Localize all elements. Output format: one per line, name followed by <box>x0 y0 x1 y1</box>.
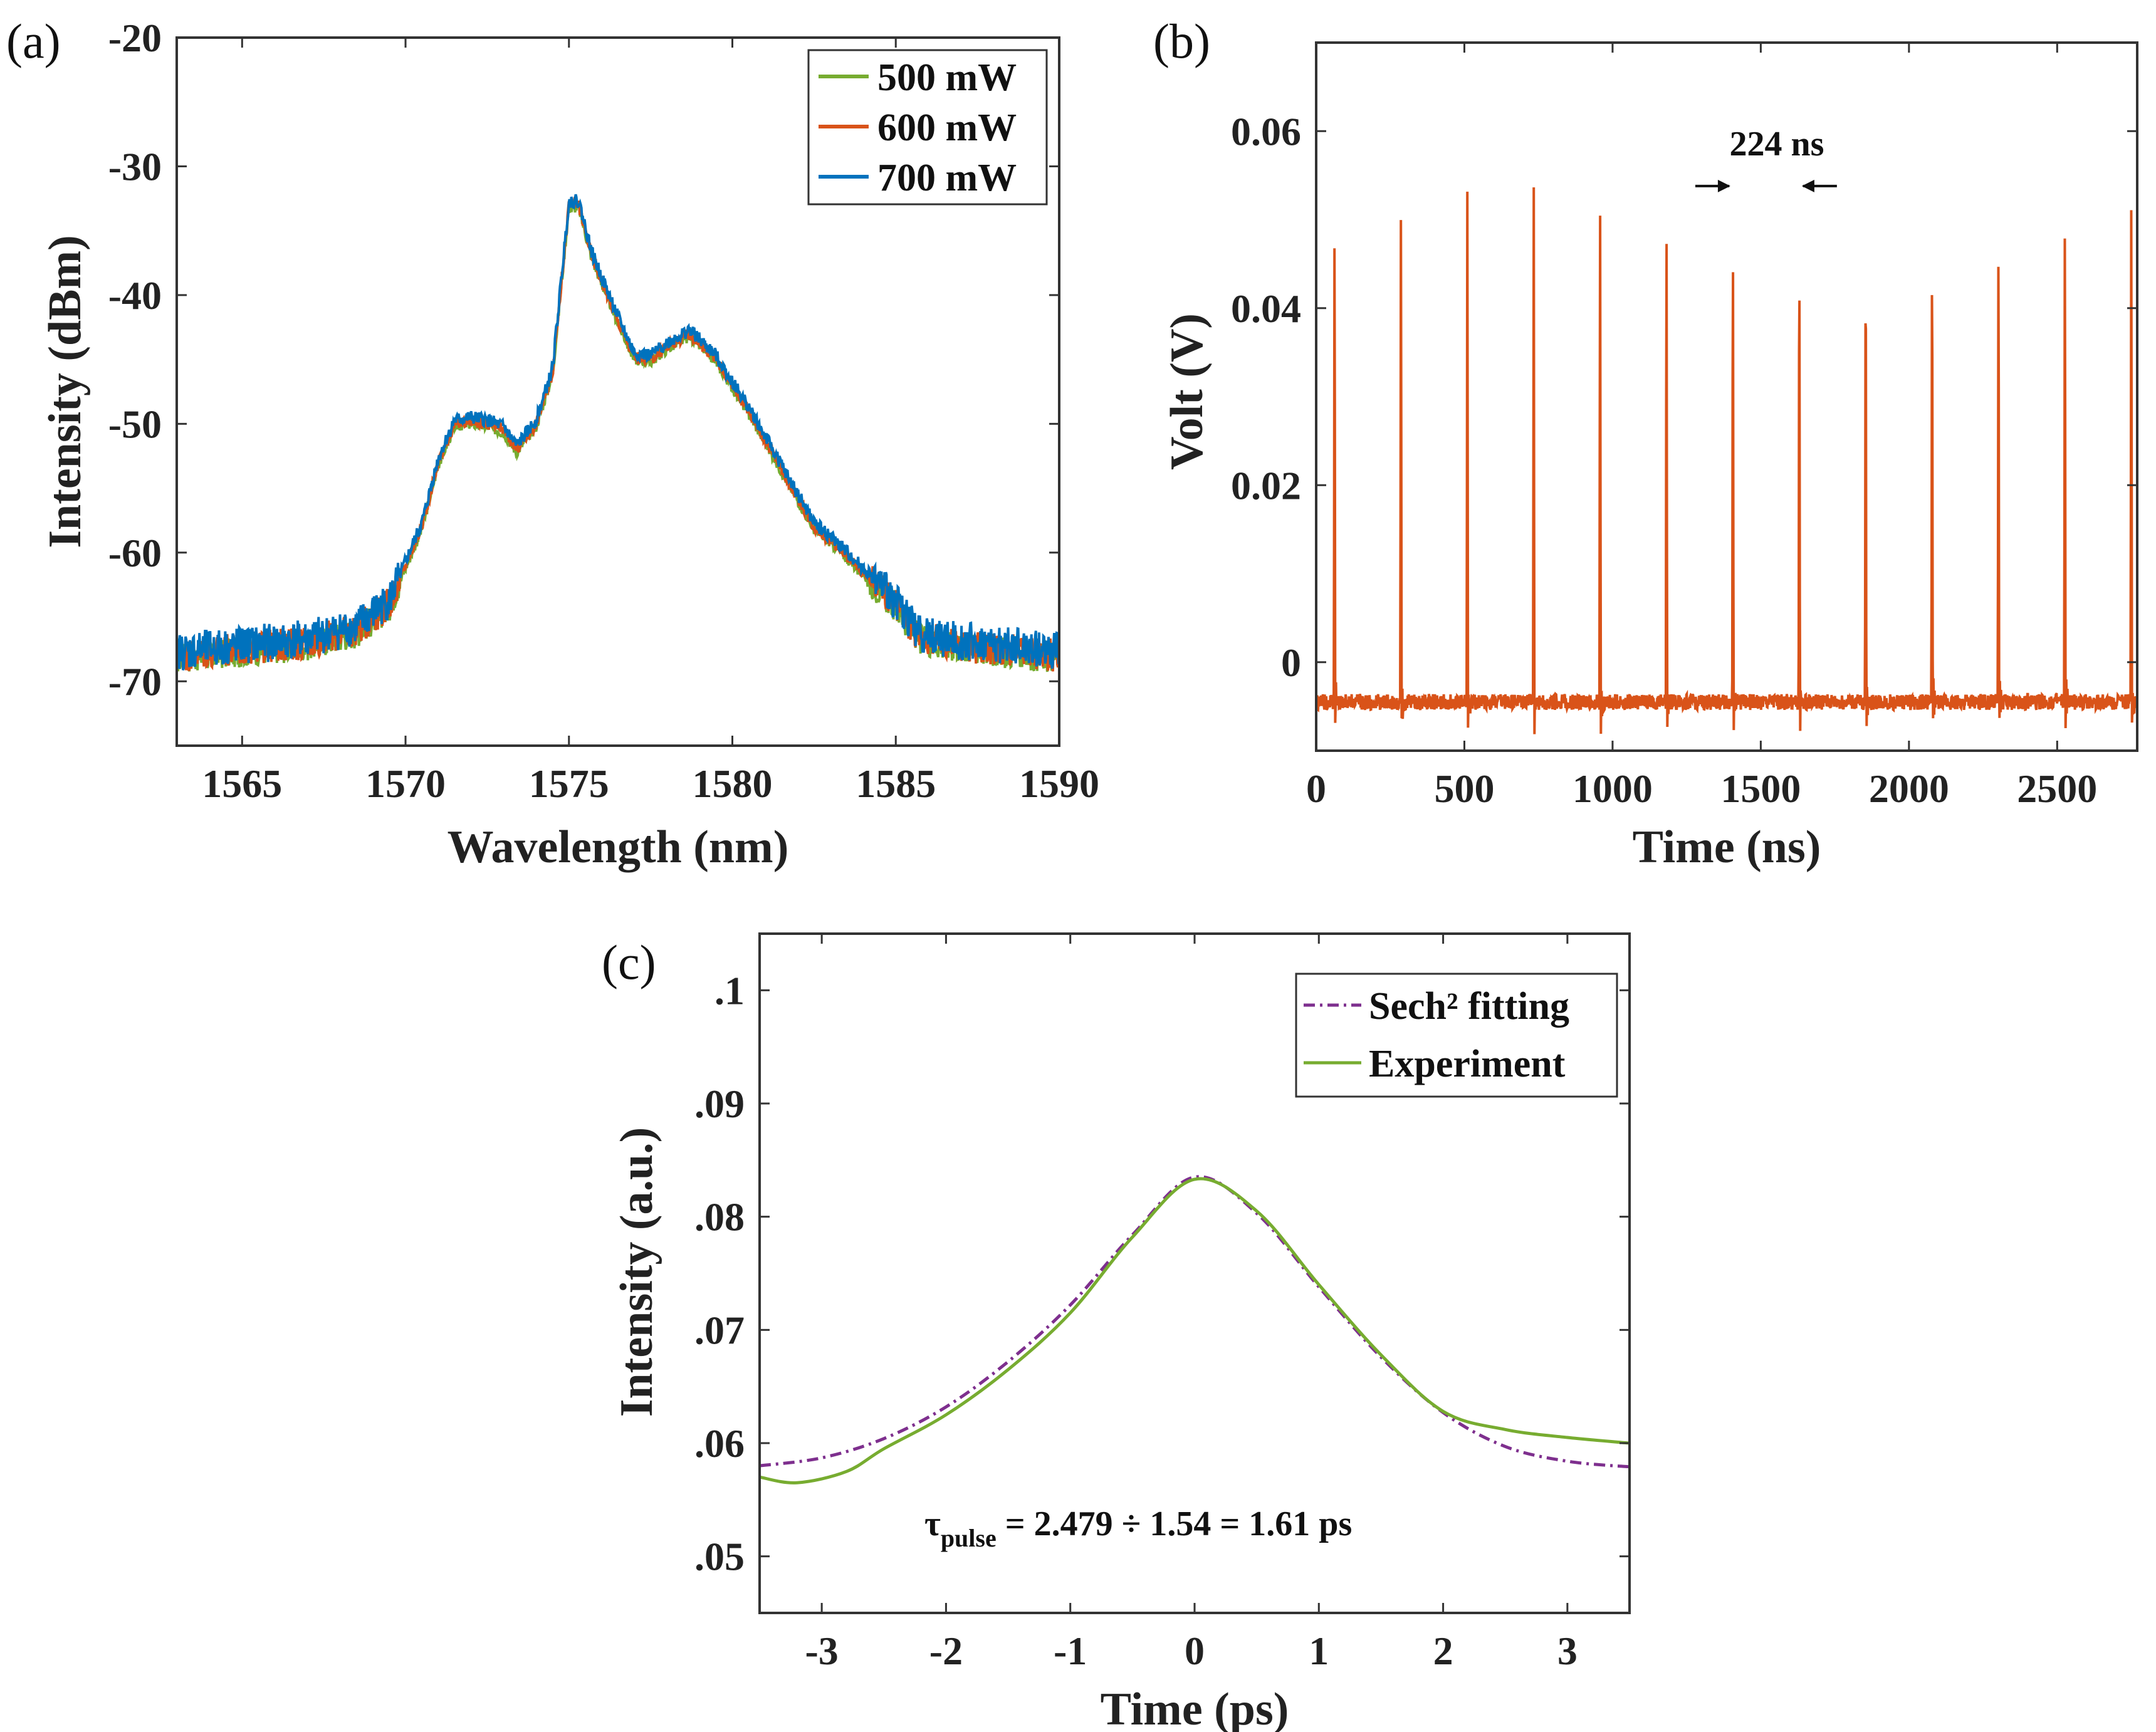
panel-b-series <box>1315 187 2138 734</box>
panel-b-ticks: 0 500 1000 1500 2000 2500 0 0.02 0.04 0.06 <box>1231 43 2137 811</box>
y-tick-label: .05 <box>694 1535 745 1579</box>
panel-c-series <box>759 1175 1630 1484</box>
period-annotation-label: 224 ns <box>1730 125 1824 164</box>
y-tick-label: .09 <box>694 1082 745 1126</box>
panel-a-ticks: 1565 1570 1575 1580 1585 1590 -70 -60 -50 -40 -30 -… <box>108 16 1099 806</box>
x-tick-label: 2000 <box>1869 766 1949 811</box>
panel-b-period-annotation: 224 ns <box>1695 125 1837 192</box>
y-tick-label: .08 <box>694 1195 745 1239</box>
panel-c: (c) -3 -2 -1 0 1 2 3 .05 .06 .07 .08 .09 .1 Time (ps… <box>602 932 1631 1732</box>
x-tick-label: 1500 <box>1720 766 1801 811</box>
y-tick-label: -50 <box>108 402 162 446</box>
y-tick-label: 0 <box>1281 640 1301 685</box>
legend-label-experiment: Experiment <box>1369 1043 1566 1085</box>
legend-label-sech-fit: Sech² fitting <box>1369 985 1569 1028</box>
y-tick-label: -40 <box>108 273 162 318</box>
y-tick-label: -60 <box>108 531 162 575</box>
legend-label-500mw: 500 mW <box>877 56 1017 99</box>
y-tick-label: .07 <box>694 1308 745 1352</box>
panel-a-series <box>175 194 1060 672</box>
y-tick-label: -20 <box>108 16 162 60</box>
x-tick-label: -2 <box>929 1629 963 1673</box>
pulse-train-line <box>1315 187 2138 734</box>
panel-c-xlabel: Time (ps) <box>1101 1684 1289 1732</box>
y-tick-label: .1 <box>714 968 745 1013</box>
x-tick-label: 0 <box>1306 766 1326 811</box>
sech-fit-curve <box>759 1175 1630 1469</box>
panel-a: (a) 1565 1570 1575 1580 1585 1590 -70 -60 -50 -40… <box>6 14 1099 873</box>
x-tick-label: 1565 <box>202 761 282 806</box>
y-tick-label: 0.02 <box>1231 463 1301 508</box>
x-tick-label: 500 <box>1434 766 1494 811</box>
pulse-width-annotation: τpulse = 2.479 ÷ 1.54 = 1.61 ps <box>924 1505 1352 1552</box>
y-tick-label: .06 <box>694 1421 745 1466</box>
panel-b-xlabel: Time (ns) <box>1633 822 1821 873</box>
tau-equation: = 2.479 ÷ 1.54 = 1.61 ps <box>997 1505 1353 1543</box>
panel-a-label: (a) <box>6 14 61 68</box>
x-tick-label: 1580 <box>693 761 773 806</box>
x-tick-label: 1575 <box>529 761 609 806</box>
panel-c-ticks: -3 -2 -1 0 1 2 3 .05 .06 .07 .08 .09 .1 <box>694 934 1630 1673</box>
panel-b-frame <box>1315 41 2138 752</box>
panel-c-legend-box <box>1295 973 1618 1098</box>
series-line-700mw <box>175 194 1060 671</box>
x-tick-label: 3 <box>1557 1629 1578 1673</box>
x-tick-label: -1 <box>1054 1629 1087 1673</box>
panel-c-ylabel: Intensity (a.u.) <box>611 1127 662 1417</box>
tau-subscript: pulse <box>941 1524 997 1552</box>
legend-label-600mw: 600 mW <box>877 107 1017 149</box>
x-tick-label: 1 <box>1309 1629 1329 1673</box>
period-arrow-left-head <box>1717 179 1730 192</box>
y-tick-label: -70 <box>108 659 162 704</box>
series-line-600mw <box>175 196 1060 672</box>
x-tick-label: 1000 <box>1573 766 1653 811</box>
experiment-curve <box>759 1177 1630 1484</box>
x-tick-label: 2500 <box>2017 766 2097 811</box>
x-tick-label: 1585 <box>856 761 936 806</box>
tau-symbol: τ <box>924 1505 941 1543</box>
panel-a-frame <box>175 36 1060 747</box>
panel-c-legend: Sech² fitting Experiment <box>1295 973 1618 1098</box>
series-line-500mw <box>175 202 1060 672</box>
y-tick-label: -30 <box>108 144 162 189</box>
y-tick-label: 0.04 <box>1231 286 1301 331</box>
x-tick-label: -3 <box>805 1629 838 1673</box>
legend-label-700mw: 700 mW <box>877 157 1017 199</box>
x-tick-label: 0 <box>1185 1629 1205 1673</box>
panel-c-label: (c) <box>602 935 656 989</box>
period-arrow-right-head <box>1801 179 1814 192</box>
x-tick-label: 1570 <box>365 761 446 806</box>
period-arrows <box>1695 179 1837 192</box>
panel-b-label: (b) <box>1153 14 1210 68</box>
x-tick-label: 1590 <box>1019 761 1099 806</box>
panel-b-ylabel: Volt (V) <box>1161 313 1213 470</box>
panel-a-legend: 500 mW 600 mW 700 mW <box>807 49 1048 206</box>
x-tick-label: 2 <box>1433 1629 1453 1673</box>
y-tick-label: 0.06 <box>1231 109 1301 154</box>
panel-a-ylabel: Intensity (dBm) <box>39 235 91 548</box>
panel-b: (b) 0 500 1000 1500 2000 2500 0 0.02 0.04 0.06 Ti… <box>1153 14 2138 873</box>
panel-a-xlabel: Wavelength (nm) <box>447 822 789 873</box>
